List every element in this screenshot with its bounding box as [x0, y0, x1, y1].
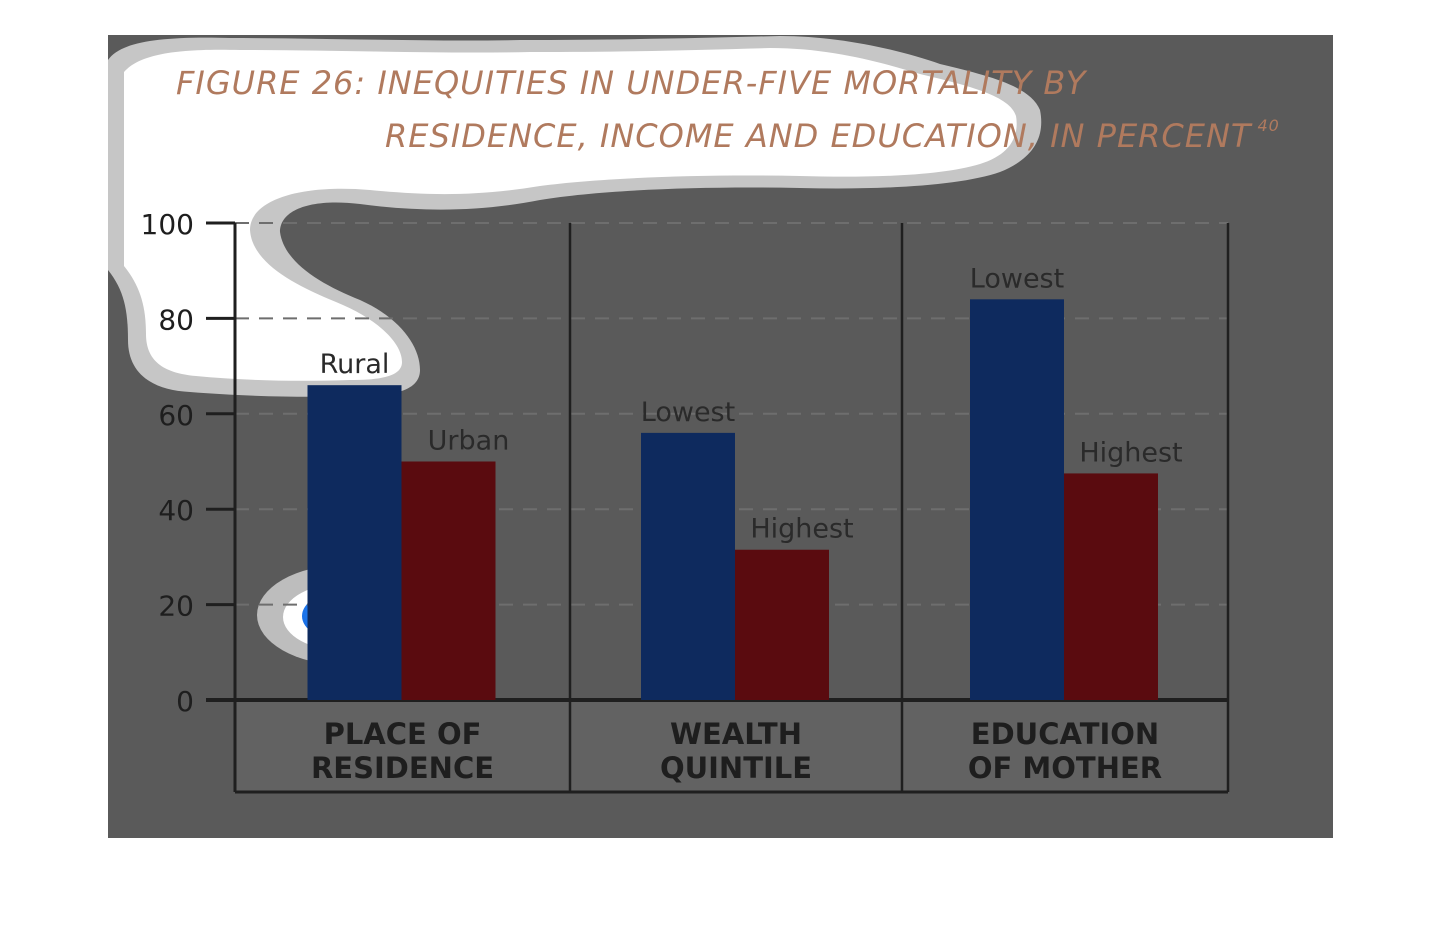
bar-label: Urban: [428, 426, 510, 457]
figure-title-line-2: RESIDENCE, INCOME AND EDUCATION, IN PERC…: [385, 116, 1280, 155]
bar-label: Lowest: [641, 397, 735, 428]
y-tick-label: 0: [176, 685, 194, 718]
figure-title-line-1: FIGURE 26: INEQUITIES IN UNDER-FIVE MORT…: [176, 64, 1087, 102]
bar-label: Rural: [320, 349, 390, 380]
bar: [970, 299, 1064, 700]
bar-label: Highest: [1079, 437, 1182, 468]
category-label: QUINTILE: [660, 751, 812, 785]
bar: [401, 461, 496, 700]
bar: [1064, 473, 1158, 700]
category-label: EDUCATION: [971, 717, 1159, 751]
category-label: OF MOTHER: [968, 751, 1162, 785]
bar: [641, 432, 735, 700]
bar: [307, 385, 402, 700]
footnote-marker: 40: [1257, 116, 1280, 135]
y-tick-label: 100: [141, 208, 194, 241]
category-label: RESIDENCE: [311, 751, 494, 785]
y-tick-label: 80: [158, 303, 194, 336]
y-tick-label: 20: [158, 590, 194, 623]
category-label: WEALTH: [670, 717, 802, 751]
highlight-blob-inner: [124, 48, 1017, 381]
category-label: PLACE OF: [324, 717, 482, 751]
category-band: [235, 700, 1228, 792]
bar-label: Highest: [750, 514, 853, 545]
bar-label: Lowest: [970, 263, 1064, 294]
y-tick-label: 60: [158, 399, 194, 432]
y-tick-label: 40: [158, 494, 194, 527]
bar: [735, 549, 829, 700]
figure-title-line-2-text: RESIDENCE, INCOME AND EDUCATION, IN PERC…: [385, 117, 1252, 155]
